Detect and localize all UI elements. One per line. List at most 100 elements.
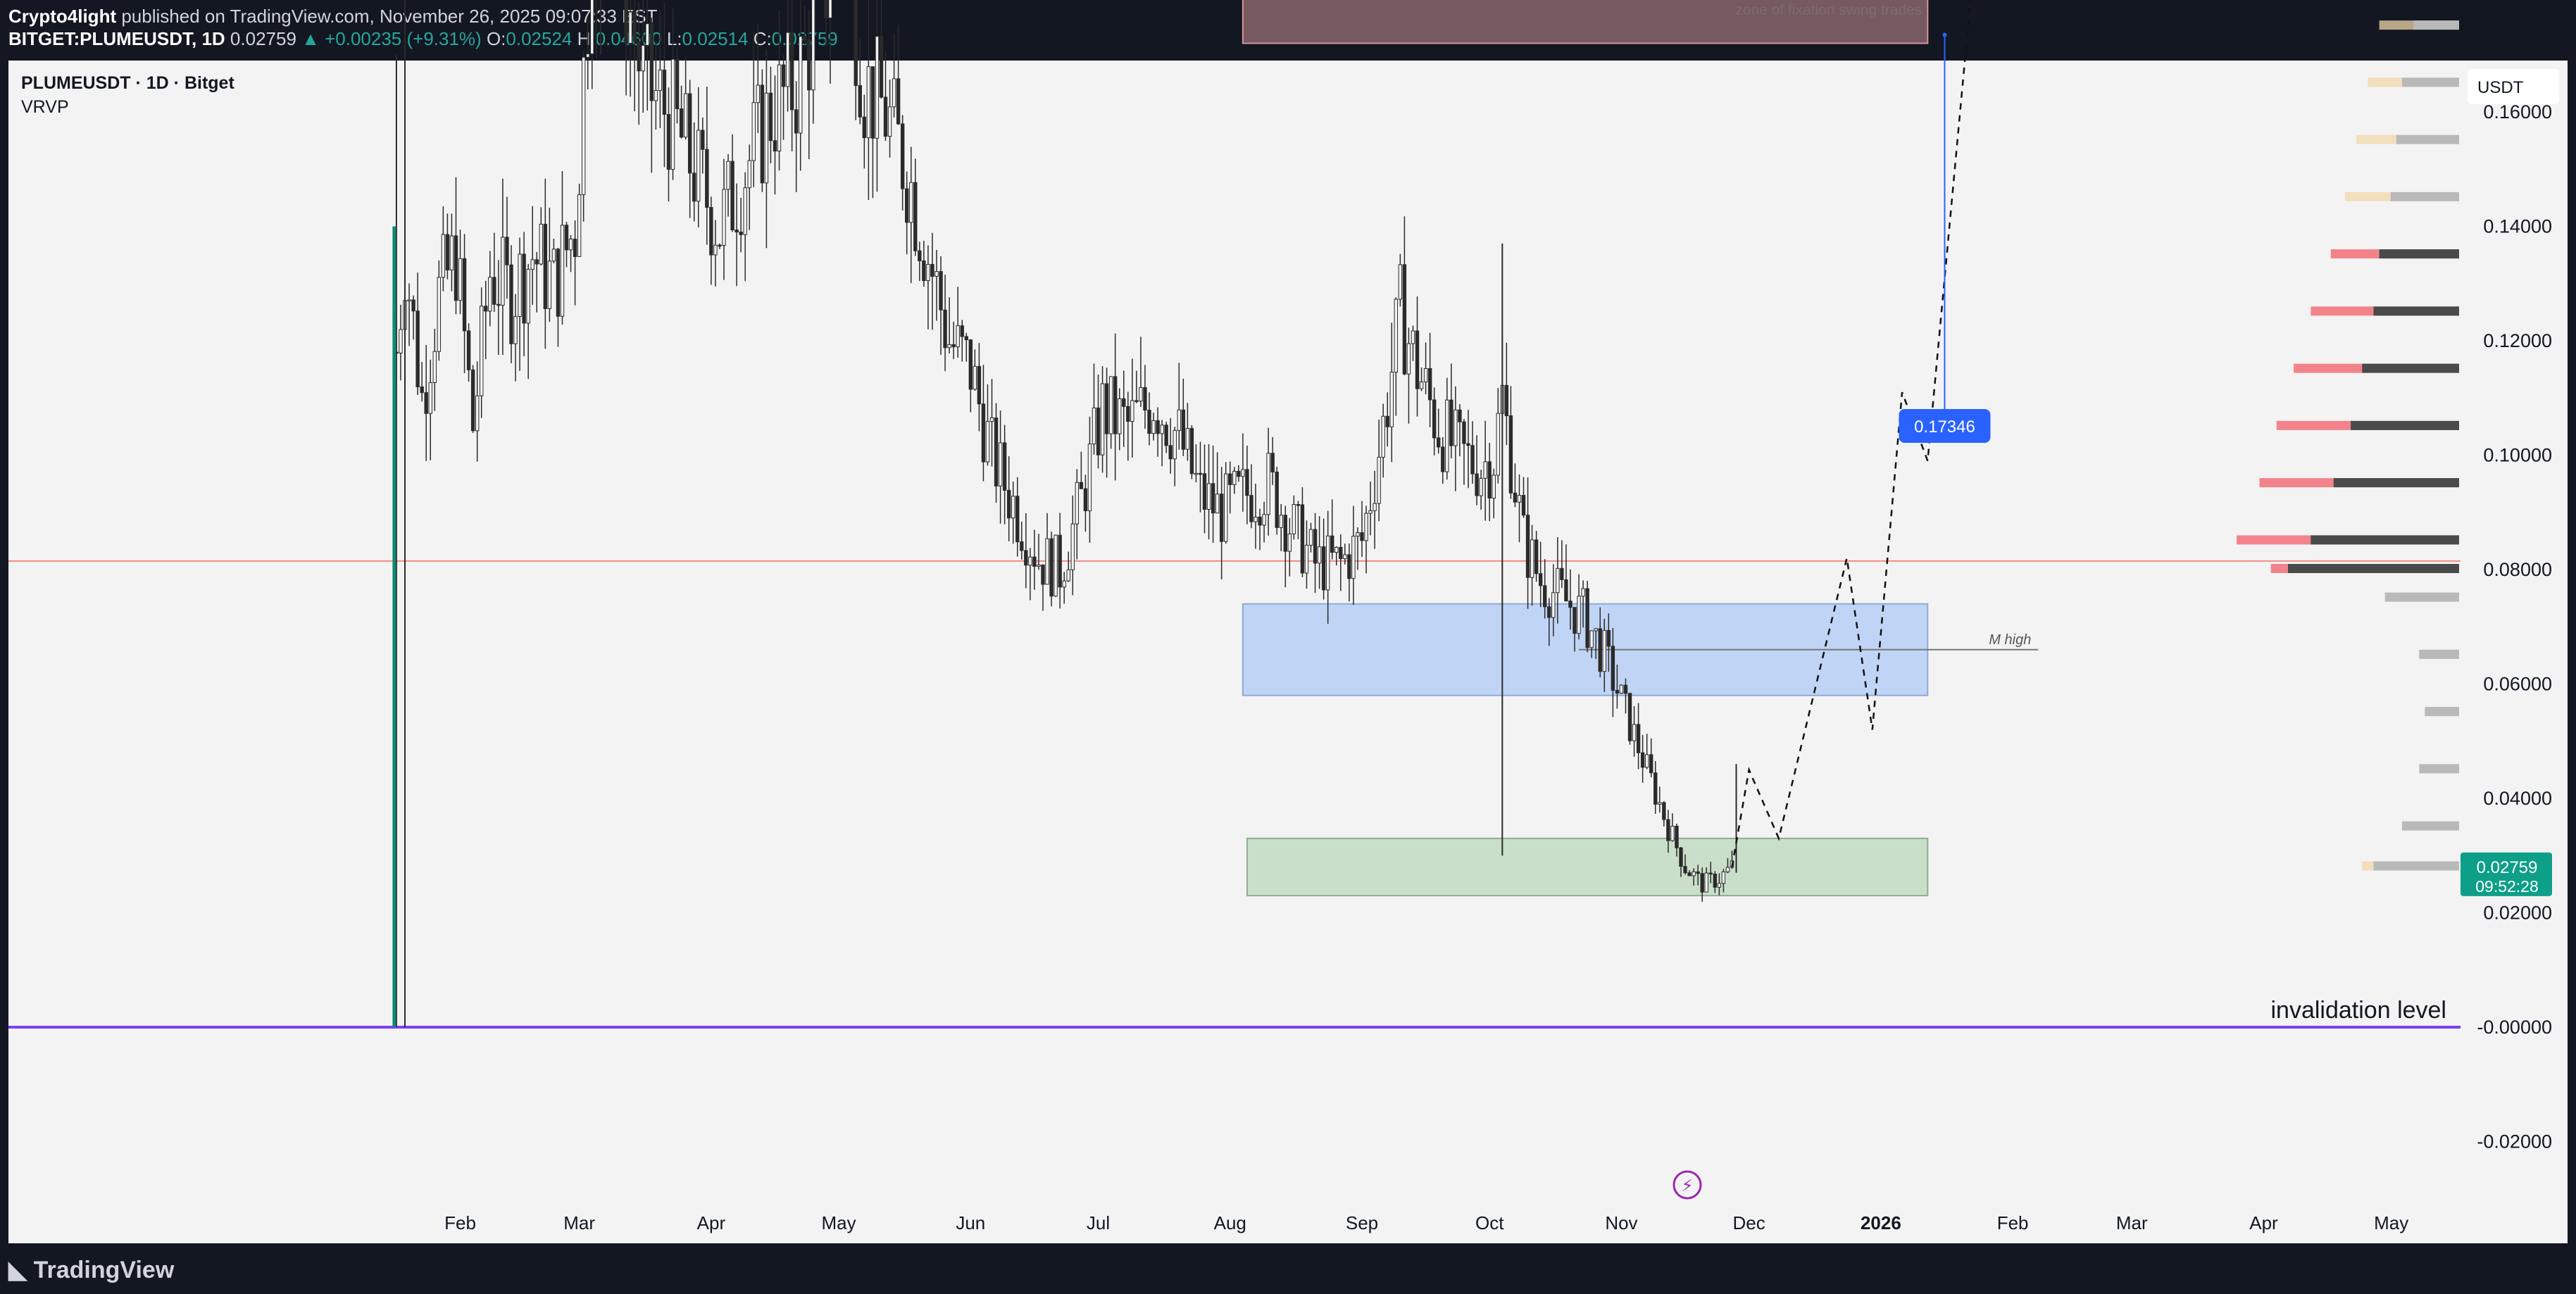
candle-body xyxy=(1062,580,1066,588)
candle-body xyxy=(534,259,539,265)
candle-body xyxy=(445,234,450,271)
candle-body xyxy=(458,258,463,301)
candle-body xyxy=(718,244,722,247)
candle-body xyxy=(539,223,543,265)
candle-body xyxy=(1517,495,1522,503)
candle-body xyxy=(1118,398,1122,434)
candle-body xyxy=(466,330,471,370)
candle-body xyxy=(985,421,990,463)
price-callout-box xyxy=(1899,409,1991,443)
candle-body xyxy=(1679,847,1683,867)
price-axis[interactable]: 0.16000 0.14000 0.12000 0.10000 0.08000 0.060… xyxy=(2461,101,2552,1152)
low-label: L: xyxy=(666,28,682,49)
price-change: ▲ +0.00235 (+9.31%) xyxy=(301,28,482,49)
bar-countdown: 09:52:28 xyxy=(2475,877,2539,896)
candle-body xyxy=(551,249,556,262)
candle-body xyxy=(1683,866,1687,874)
candle-body xyxy=(1194,472,1199,475)
candle-body xyxy=(926,264,930,282)
candle-body xyxy=(1411,330,1415,344)
candle-body xyxy=(1636,724,1641,753)
candle-body xyxy=(1253,516,1258,522)
candle-body xyxy=(530,259,534,270)
candle-body xyxy=(1713,874,1718,888)
candle-body xyxy=(1343,554,1347,560)
time-axis[interactable]: Feb Mar Apr May Jun Jul Aug Sep Oct Nov Dec 2026 Feb… xyxy=(444,1212,2408,1233)
candle-body xyxy=(1708,872,1713,875)
candle-body xyxy=(934,271,939,277)
candle-body xyxy=(943,309,947,348)
candle-body xyxy=(1351,536,1356,579)
candle-body xyxy=(1423,368,1428,382)
candle-body xyxy=(789,32,794,111)
author-name[interactable]: Crypto4light xyxy=(8,6,117,27)
candle-body xyxy=(1470,445,1475,475)
candle-body xyxy=(496,303,501,306)
x-tick-label: Feb xyxy=(1997,1212,2029,1233)
candle-body xyxy=(556,249,561,317)
candle-body xyxy=(1347,554,1351,579)
candle-body xyxy=(1538,573,1543,586)
candle-body xyxy=(509,264,513,344)
candle-body xyxy=(1394,299,1399,373)
volume-profile-bar-inner xyxy=(2384,592,2459,602)
indicator-label[interactable]: VRVP xyxy=(21,97,69,117)
invalidation-label: invalidation level xyxy=(2271,997,2447,1024)
candle-body xyxy=(1096,407,1101,456)
candle-body xyxy=(1300,504,1305,574)
candles-layer xyxy=(392,0,1737,1027)
candle-body xyxy=(824,0,828,18)
candle-body xyxy=(1028,556,1032,566)
candle-body xyxy=(501,237,505,306)
currency-button[interactable] xyxy=(2468,69,2559,104)
candle-body xyxy=(437,277,442,352)
candle-body xyxy=(1360,532,1364,541)
candle-body xyxy=(794,109,799,134)
candle-body xyxy=(713,244,718,256)
low-value: 0.02514 xyxy=(682,28,749,49)
candle-body xyxy=(424,392,428,414)
candle-body xyxy=(1041,564,1045,585)
candle-body xyxy=(918,250,922,261)
candle-body xyxy=(641,44,645,72)
candle-body xyxy=(462,258,467,332)
candle-body xyxy=(811,0,815,91)
candle-body xyxy=(475,395,480,432)
candle-body xyxy=(1623,684,1628,694)
candle-body xyxy=(1479,477,1483,496)
candle-body xyxy=(1224,473,1228,542)
author-line: Crypto4light published on TradingView.co… xyxy=(8,6,658,27)
y-tick-label: 0.08000 xyxy=(2483,559,2552,580)
candle-body xyxy=(505,237,509,265)
candle-body xyxy=(1092,407,1096,445)
x-tick-label: Oct xyxy=(1475,1212,1504,1233)
candle-body xyxy=(803,36,807,40)
tradingview-logo[interactable]: ◣ TradingView xyxy=(8,1256,174,1284)
candle-body xyxy=(1419,381,1424,389)
y-tick-label: 0.12000 xyxy=(2483,330,2552,351)
candle-body xyxy=(1181,409,1186,450)
candle-body xyxy=(1462,421,1466,444)
volume-profile-bar-inner xyxy=(2396,134,2459,144)
volume-profile-bar-inner xyxy=(2419,764,2459,774)
candle-body xyxy=(756,84,761,103)
candle-body xyxy=(484,306,488,312)
candle-body xyxy=(739,232,743,235)
candle-body xyxy=(743,187,747,235)
event-circle xyxy=(1672,1170,1702,1200)
candle-body xyxy=(947,344,951,348)
y-tick-label: 0.02000 xyxy=(2483,903,2552,924)
candle-body xyxy=(1568,601,1573,608)
candle-body xyxy=(1168,445,1173,460)
volume-profile-bar-inner xyxy=(2425,707,2459,717)
candle-body xyxy=(1160,425,1164,434)
candle-body xyxy=(1437,437,1441,448)
y-tick-label: -0.00000 xyxy=(2477,1017,2552,1038)
candle-body xyxy=(662,69,667,115)
candle-body xyxy=(799,36,803,134)
horizontal-lines-layer: M high invalidation level xyxy=(8,560,2461,1029)
x-tick-label: Mar xyxy=(2116,1212,2148,1233)
candle-body xyxy=(968,339,973,390)
events-icon[interactable]: ⚡ xyxy=(1672,1170,1702,1200)
